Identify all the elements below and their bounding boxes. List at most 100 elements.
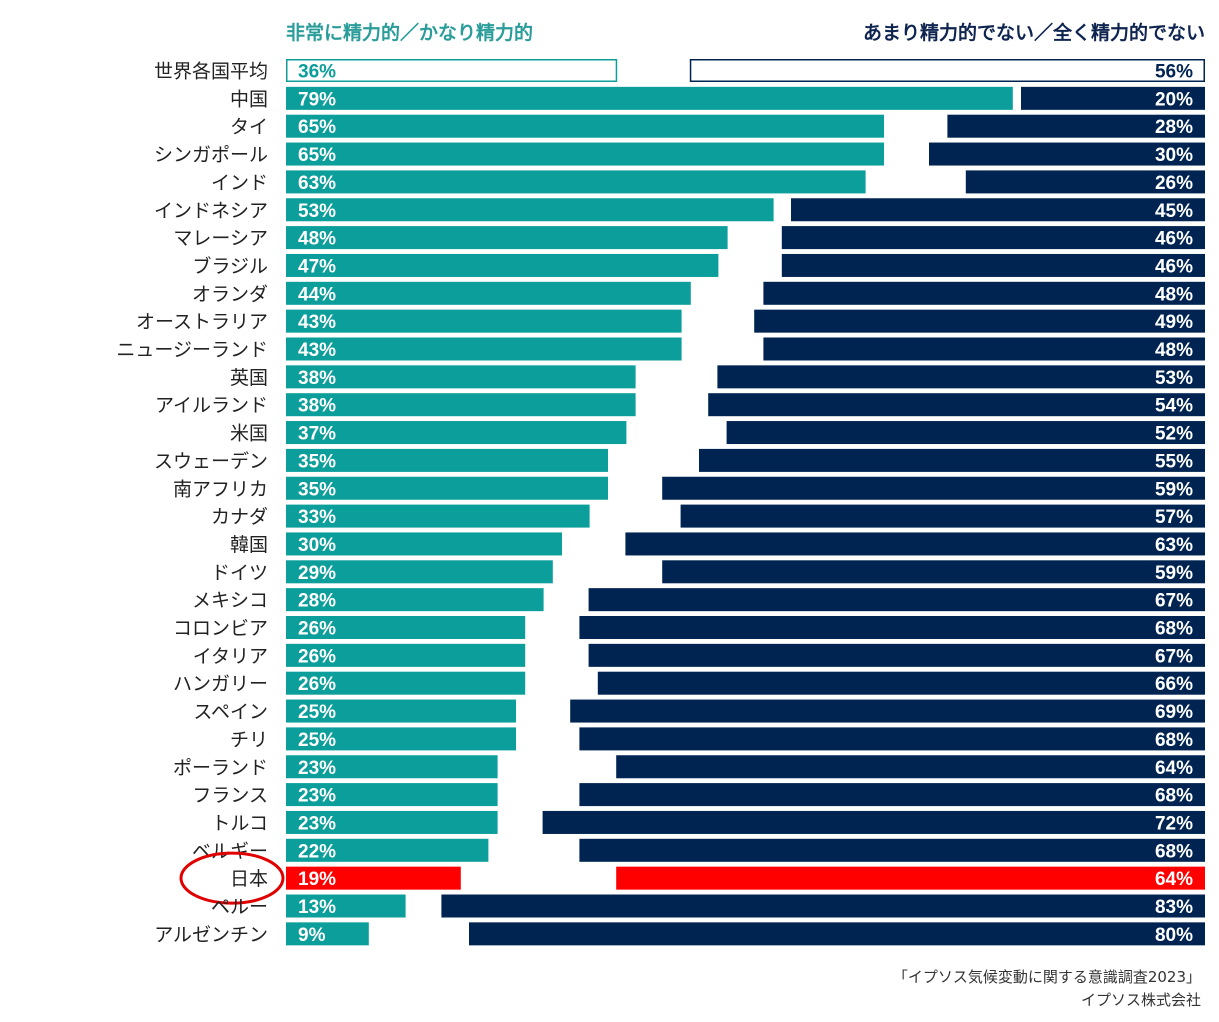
- bar-right-14: [699, 448, 1205, 472]
- bar-left-22: [286, 671, 526, 695]
- value-label-left: 48%: [298, 229, 336, 250]
- category-label: シンガポール: [154, 144, 268, 166]
- value-label-right: 55%: [1155, 451, 1193, 472]
- category-label: マレーシア: [173, 228, 268, 250]
- bar-left-19: [286, 588, 544, 612]
- bar-left-9: [286, 309, 682, 333]
- category-label: ブラジル: [192, 254, 268, 277]
- bar-left-3: [286, 142, 884, 166]
- value-label-right: 45%: [1155, 201, 1193, 222]
- value-label-left: 43%: [298, 340, 336, 361]
- bar-left-31: [286, 922, 369, 946]
- value-label-right: 20%: [1155, 89, 1193, 110]
- source-title: 「イプソス気候変動に関する意識調査2023」: [892, 968, 1201, 986]
- bar-right-28: [579, 838, 1205, 862]
- value-label-right: 46%: [1155, 256, 1193, 277]
- bar-left-1: [286, 86, 1013, 110]
- bar-right-17: [625, 532, 1205, 556]
- value-label-right: 67%: [1155, 591, 1193, 612]
- bar-right-15: [662, 476, 1205, 500]
- value-label-left: 25%: [298, 702, 336, 723]
- category-label: ニュージーランド: [116, 339, 268, 361]
- bar-left-0: [286, 59, 618, 82]
- value-label-left: 47%: [298, 256, 336, 277]
- bar-right-4: [965, 170, 1205, 194]
- value-label-left: 26%: [298, 646, 336, 667]
- bar-left-4: [286, 170, 866, 194]
- bar-right-31: [469, 922, 1205, 946]
- bar-right-23: [570, 699, 1205, 723]
- value-label-left: 36%: [298, 62, 336, 83]
- category-label: オーストラリア: [136, 311, 268, 333]
- value-label-right: 63%: [1155, 535, 1193, 556]
- value-label-right: 68%: [1155, 786, 1193, 807]
- category-label: 世界各国平均: [154, 61, 268, 83]
- bar-left-29: [286, 866, 461, 890]
- highlight-circle: [179, 851, 285, 905]
- category-label: アイルランド: [155, 395, 268, 417]
- value-label-right: 59%: [1155, 563, 1193, 584]
- bar-right-25: [616, 755, 1205, 779]
- value-label-left: 44%: [298, 284, 336, 305]
- bar-right-24: [579, 727, 1205, 751]
- bar-right-0: [689, 59, 1205, 82]
- value-label-left: 33%: [298, 507, 336, 528]
- value-label-right: 64%: [1155, 758, 1193, 779]
- category-label: メキシコ: [192, 590, 268, 612]
- category-label: ベルギー: [192, 840, 268, 862]
- value-label-right: 57%: [1155, 507, 1193, 528]
- value-label-left: 23%: [298, 786, 336, 807]
- value-label-right: 64%: [1155, 869, 1193, 890]
- value-label-right: 59%: [1155, 479, 1193, 500]
- bar-right-16: [680, 504, 1205, 528]
- value-label-left: 29%: [298, 563, 336, 584]
- bar-left-30: [286, 894, 406, 918]
- bar-left-12: [286, 393, 636, 417]
- bar-right-2: [947, 114, 1205, 138]
- value-label-left: 65%: [298, 117, 336, 138]
- category-label: ポーランド: [173, 757, 268, 779]
- value-label-left: 79%: [298, 89, 336, 110]
- category-label: チリ: [230, 729, 268, 751]
- bar-right-13: [726, 421, 1205, 445]
- category-label: スペイン: [193, 701, 268, 723]
- bar-left-7: [286, 253, 719, 277]
- bar-left-23: [286, 699, 516, 723]
- value-label-left: 22%: [298, 841, 336, 862]
- value-label-right: 66%: [1155, 674, 1193, 695]
- category-label: 英国: [230, 367, 268, 389]
- value-label-left: 65%: [298, 145, 336, 166]
- bar-right-8: [763, 281, 1205, 305]
- value-label-right: 56%: [1155, 62, 1193, 83]
- value-label-left: 26%: [298, 674, 336, 695]
- value-label-right: 54%: [1155, 396, 1193, 417]
- value-label-right: 48%: [1155, 340, 1193, 361]
- category-label: 米国: [230, 423, 268, 445]
- bar-right-20: [579, 616, 1205, 639]
- value-label-left: 26%: [298, 619, 336, 640]
- bar-left-13: [286, 421, 627, 445]
- value-label-left: 53%: [298, 201, 336, 222]
- value-label-right: 69%: [1155, 702, 1193, 723]
- bar-right-22: [597, 671, 1205, 695]
- bar-left-5: [286, 198, 774, 222]
- category-label: アルゼンチン: [154, 924, 268, 946]
- category-label: スウェーデン: [154, 450, 268, 472]
- value-label-left: 28%: [298, 591, 336, 612]
- value-label-right: 52%: [1155, 424, 1193, 445]
- value-label-right: 68%: [1155, 730, 1193, 751]
- bar-right-30: [441, 894, 1205, 918]
- value-label-left: 35%: [298, 451, 336, 472]
- category-label: 韓国: [230, 534, 268, 556]
- bar-right-1: [1021, 86, 1205, 110]
- value-label-right: 49%: [1155, 312, 1193, 333]
- bar-left-27: [286, 810, 498, 834]
- value-label-right: 67%: [1155, 646, 1193, 667]
- value-label-left: 23%: [298, 758, 336, 779]
- bar-right-19: [588, 588, 1205, 612]
- bar-right-7: [781, 253, 1205, 277]
- value-label-left: 37%: [298, 424, 336, 445]
- value-label-left: 35%: [298, 479, 336, 500]
- value-label-left: 63%: [298, 173, 336, 194]
- bar-right-21: [588, 643, 1205, 667]
